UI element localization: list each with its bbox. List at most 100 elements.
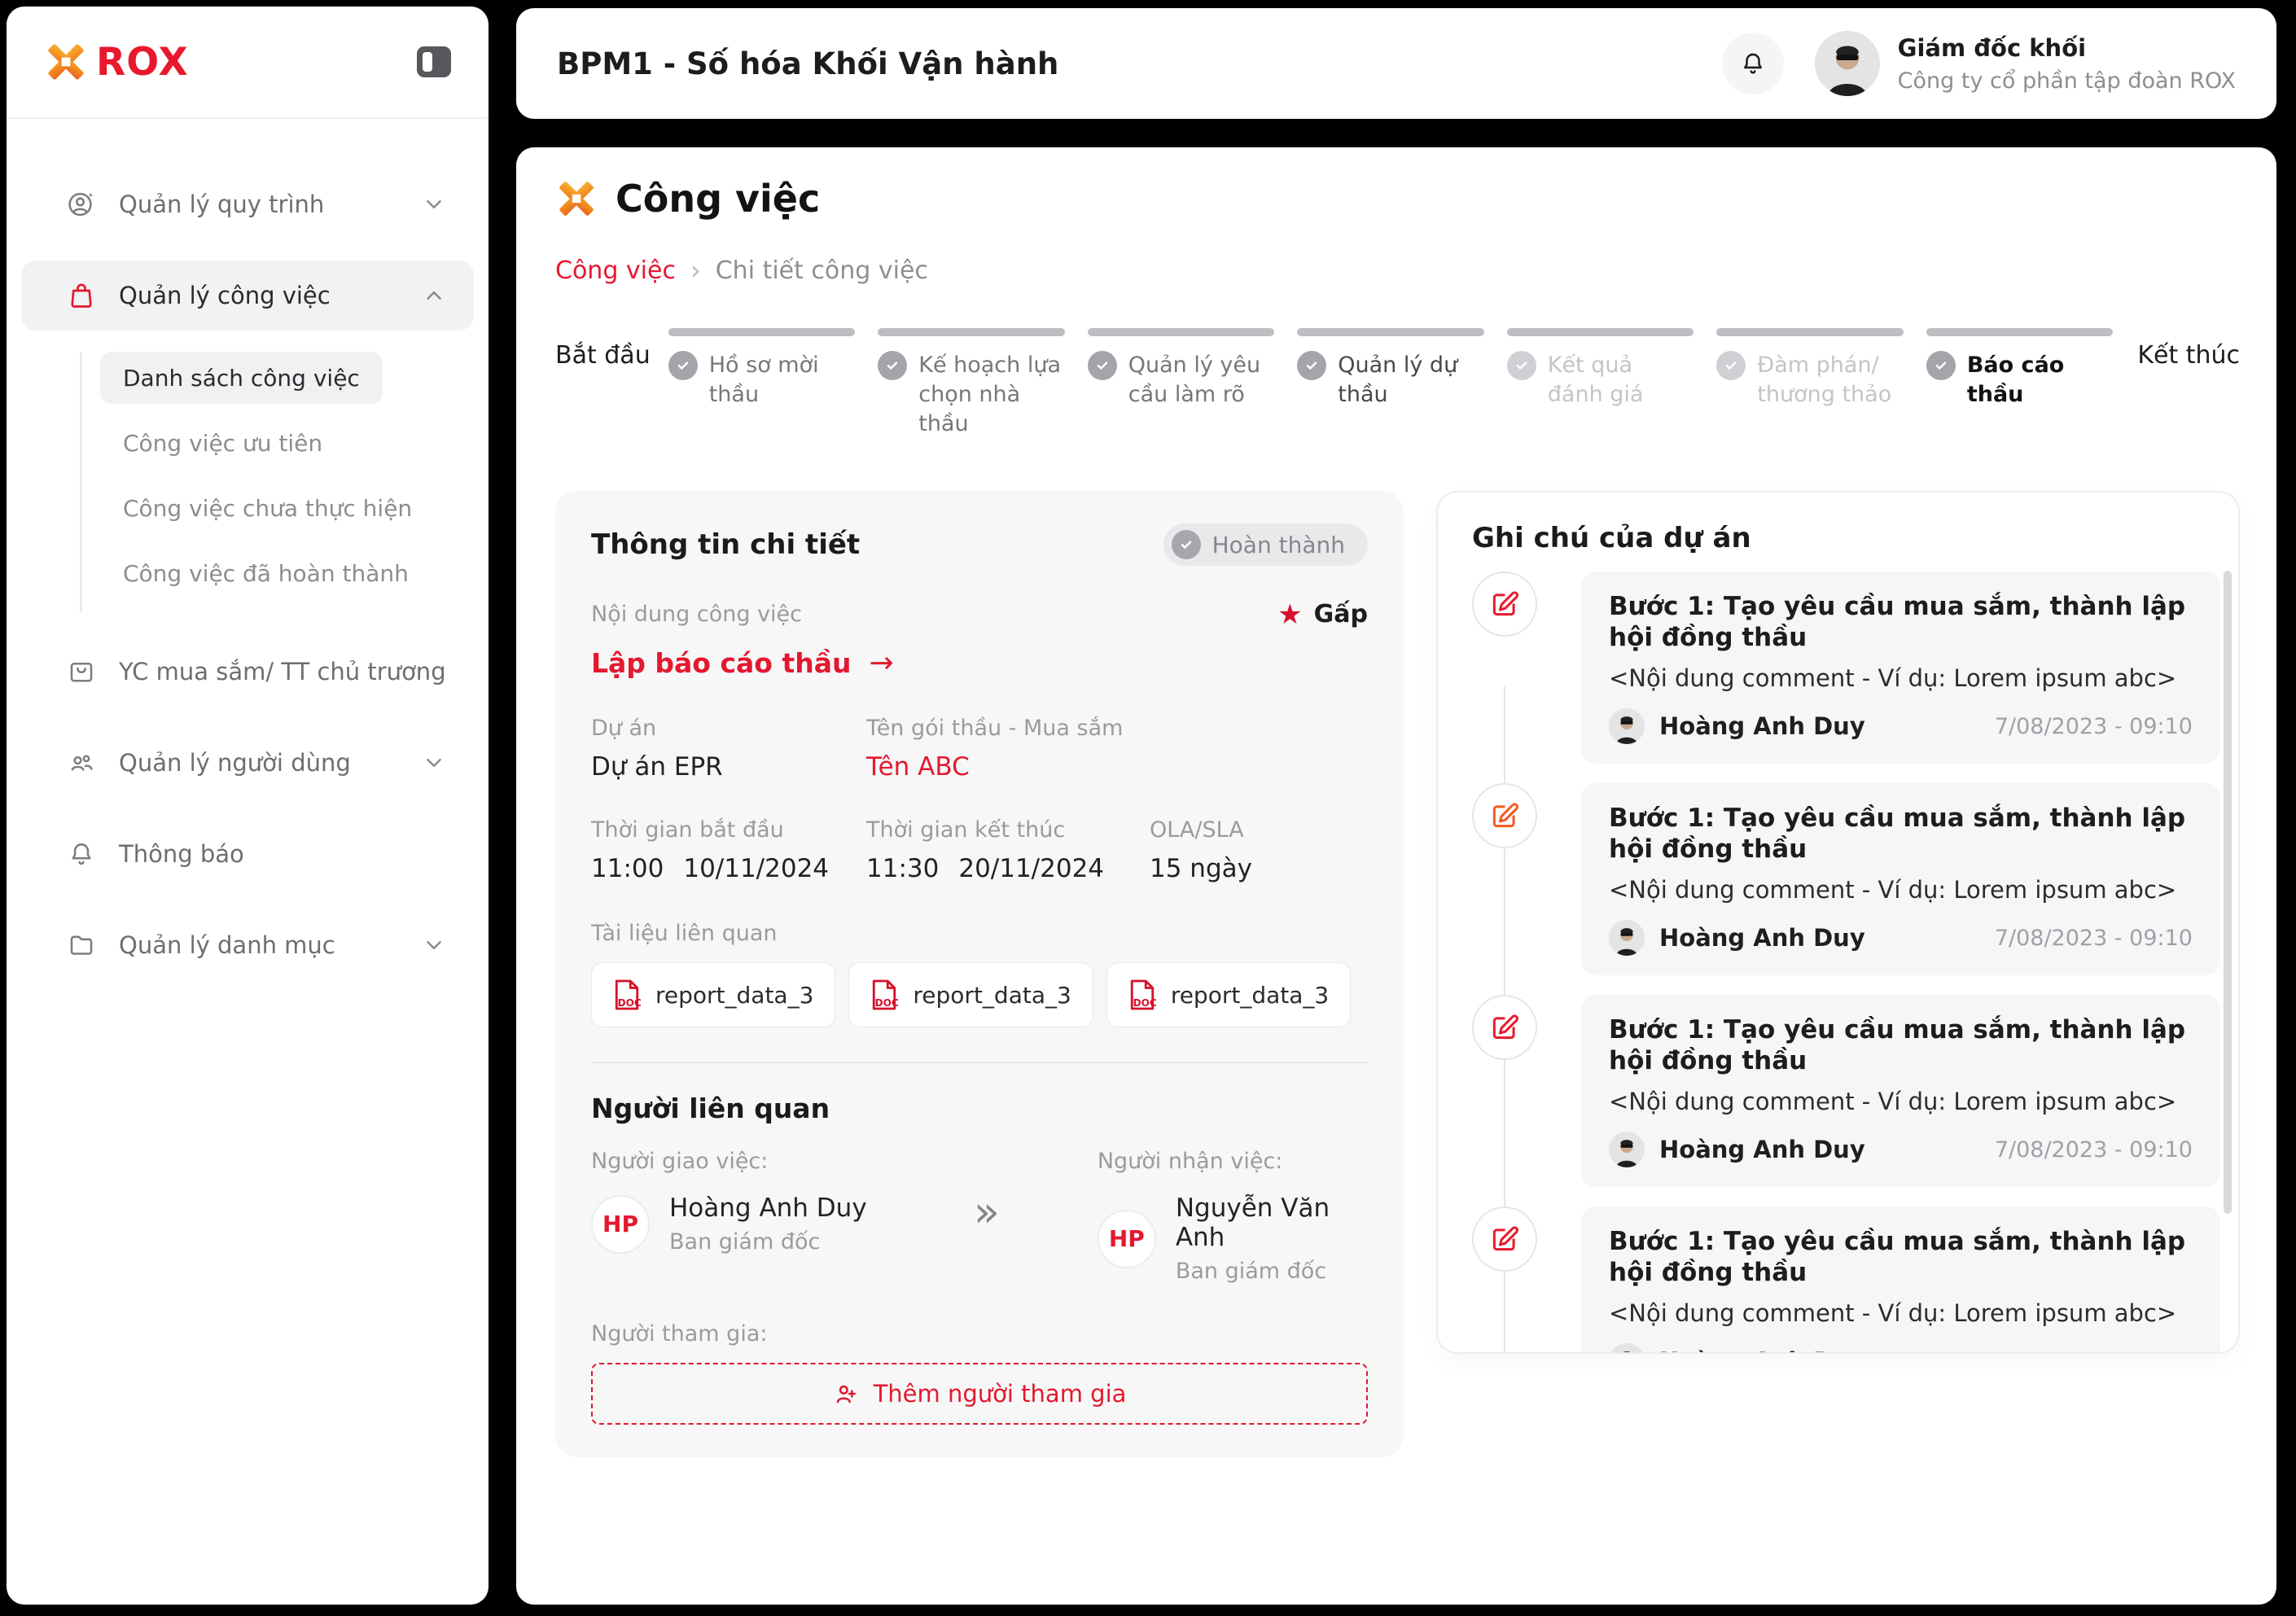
note-card: Bước 1: Tạo yêu cầu mua sắm, thành lập h… [1581, 995, 2220, 1187]
sidebar-subitem-pending-tasks[interactable]: Công việc chưa thực hiện [123, 494, 413, 522]
package-value-link[interactable]: Tên ABC [866, 752, 970, 782]
check-circle-icon [1926, 351, 1956, 380]
sla-value: 15 ngày [1150, 854, 1252, 883]
sidebar-collapse-glyph [423, 52, 432, 72]
sidebar-item-task-management[interactable]: Quản lý công việc [21, 261, 474, 331]
step-label: Hồ sơ mời thầu [708, 353, 819, 407]
task-content-link[interactable]: Lập báo cáo thầu → [591, 646, 1368, 680]
edit-note-button[interactable] [1472, 995, 1537, 1060]
step-ho-so-moi-thau[interactable]: Hồ sơ mời thầu [668, 328, 879, 409]
documents-list: DOC report_data_3 DOC report_data_3 [591, 962, 1368, 1027]
step-bar [1506, 328, 1694, 336]
assignee-name: Nguyễn Văn Anh [1175, 1193, 1330, 1252]
sidebar-item-label: Thông báo [119, 840, 244, 868]
sidebar-subitem-priority-tasks[interactable]: Công việc ưu tiên [123, 429, 323, 457]
user-info[interactable]: Giám đốc khối Công ty cổ phần tập đoàn R… [1898, 34, 2236, 94]
document-chip[interactable]: DOC report_data_3 [591, 962, 836, 1027]
sidebar-item-process-management[interactable]: Quản lý quy trình [21, 169, 474, 239]
end-date: 20/11/2024 [958, 854, 1105, 883]
step-ket-qua-danh-gia[interactable]: Kết quả đánh giá [1506, 328, 1717, 409]
sidebar-collapse-button[interactable] [417, 46, 451, 77]
task-details-card: Thông tin chi tiết Hoàn thành Nội dung c… [555, 491, 1404, 1457]
sidebar-item-category-management[interactable]: Quản lý danh mục [21, 910, 474, 980]
notes-scrollbar-thumb[interactable] [2224, 571, 2232, 1214]
edit-note-button[interactable] [1472, 572, 1537, 637]
svg-text:DOC: DOC [875, 997, 898, 1009]
note-author-name: Hoàng Anh Duy [1659, 712, 1865, 740]
document-chip[interactable]: DOC report_data_3 [848, 962, 1093, 1027]
note-author-name: Hoàng Anh Duy [1659, 1347, 1865, 1352]
check-circle-icon [1171, 530, 1201, 559]
breadcrumb-current: Chi tiết công việc [715, 256, 928, 285]
breadcrumb: Công việc › Chi tiết công việc [555, 255, 2240, 286]
sidebar-item-notifications[interactable]: Thông báo [21, 819, 474, 889]
step-bao-cao-thau[interactable]: Báo cáo thầu [1926, 328, 2136, 409]
notification-bell-button[interactable] [1721, 33, 1784, 94]
sidebar-subitem-task-list[interactable]: Danh sách công việc [100, 352, 383, 404]
edit-note-button[interactable] [1472, 1207, 1537, 1272]
main-panel: Công việc Công việc › Chi tiết công việc… [516, 147, 2276, 1605]
star-icon: ★ [1277, 598, 1303, 631]
check-circle-icon [878, 351, 908, 380]
note-body: <Nội dung comment - Ví dụ: Lorem ipsum a… [1609, 876, 2177, 904]
check-circle-icon [1087, 351, 1117, 380]
document-name: report_data_3 [655, 981, 814, 1009]
note-title: Bước 1: Tạo yêu cầu mua sắm, thành lập h… [1609, 1227, 2186, 1287]
document-chip[interactable]: DOC report_data_3 [1106, 962, 1352, 1027]
step-ke-hoach-lua-chon[interactable]: Kế hoạch lựa chọn nhà thầu [878, 328, 1088, 439]
avatar-photo [1814, 31, 1880, 96]
section-divider [591, 1062, 1368, 1063]
chevron-down-icon [422, 933, 446, 957]
inbox-icon [67, 657, 96, 686]
note-author-name: Hoàng Anh Duy [1659, 924, 1865, 952]
page-title-text: Công việc [616, 177, 821, 221]
page-title: Công việc [555, 177, 2240, 221]
user-avatar[interactable] [1814, 31, 1880, 96]
step-bar [668, 328, 856, 336]
step-bar [1297, 328, 1484, 336]
note-datetime: 7/08/2023 - 09:10 [1995, 1349, 2193, 1353]
step-label: Kết quả đánh giá [1547, 353, 1644, 407]
document-name: report_data_3 [1170, 981, 1330, 1009]
sidebar-item-label: Quản lý công việc [119, 282, 331, 309]
start-time-label: Thời gian bắt đầu [591, 817, 784, 843]
note-body: <Nội dung comment - Ví dụ: Lorem ipsum a… [1609, 664, 2177, 692]
user-gear-icon [67, 190, 96, 219]
step-quan-ly-yeu-cau[interactable]: Quản lý yêu cầu làm rõ [1087, 328, 1298, 409]
assignee-person: HP Nguyễn Văn Anh Ban giám đốc [1097, 1193, 1368, 1284]
doc-file-icon: DOC [1130, 979, 1156, 1010]
sidebar-item-label: Quản lý người dùng [119, 749, 351, 777]
end-time: 11:30 [866, 854, 940, 883]
sidebar-item-purchase-request[interactable]: YC mua sắm/ TT chủ trương [21, 637, 474, 707]
edit-note-button[interactable] [1472, 783, 1537, 848]
step-bar [1716, 328, 1904, 336]
sidebar-subitem-completed-tasks[interactable]: Công việc đã hoàn thành [123, 559, 409, 587]
note-author-avatar [1609, 1343, 1645, 1352]
sidebar: ROX Quản lý quy trình Quản lý công [7, 7, 489, 1605]
assigner-label: Người giao việc: [591, 1149, 769, 1174]
breadcrumb-link-tasks[interactable]: Công việc [555, 256, 676, 285]
svg-text:DOC: DOC [618, 997, 641, 1009]
note-card: Bước 1: Tạo yêu cầu mua sắm, thành lập h… [1581, 572, 2220, 764]
assignee-avatar: HP [1097, 1209, 1156, 1268]
stepper-end-label: Kết thúc [2137, 341, 2241, 370]
status-badge: Hoàn thành [1163, 523, 1368, 566]
sidebar-item-user-management[interactable]: Quản lý người dùng [21, 728, 474, 798]
priority-label: Gấp [1313, 600, 1368, 628]
notes-timeline: Bước 1: Tạo yêu cầu mua sắm, thành lập h… [1472, 572, 2220, 1353]
step-quan-ly-du-thau[interactable]: Quản lý dự thầu [1297, 328, 1507, 409]
app-title: BPM1 - Số hóa Khối Vận hành [557, 46, 1059, 81]
note-author-avatar [1609, 920, 1645, 956]
assignee-label: Người nhận việc: [1097, 1149, 1283, 1174]
sidebar-item-label: Quản lý quy trình [119, 191, 325, 218]
bell-icon [1743, 53, 1762, 74]
note-datetime: 7/08/2023 - 09:10 [1994, 1136, 2193, 1163]
note-item: Bước 1: Tạo yêu cầu mua sắm, thành lập h… [1472, 1207, 2220, 1353]
step-dam-phan-thuong-thao[interactable]: Đàm phán/ thương thảo [1716, 328, 1926, 409]
assigner-name: Hoàng Anh Duy [669, 1193, 867, 1223]
step-label: Quản lý dự thầu [1338, 353, 1458, 407]
add-participant-button[interactable]: Thêm người tham gia [591, 1363, 1368, 1425]
assigner-avatar: HP [591, 1194, 650, 1254]
chevron-down-icon [422, 192, 446, 217]
note-title: Bước 1: Tạo yêu cầu mua sắm, thành lập h… [1609, 592, 2186, 652]
